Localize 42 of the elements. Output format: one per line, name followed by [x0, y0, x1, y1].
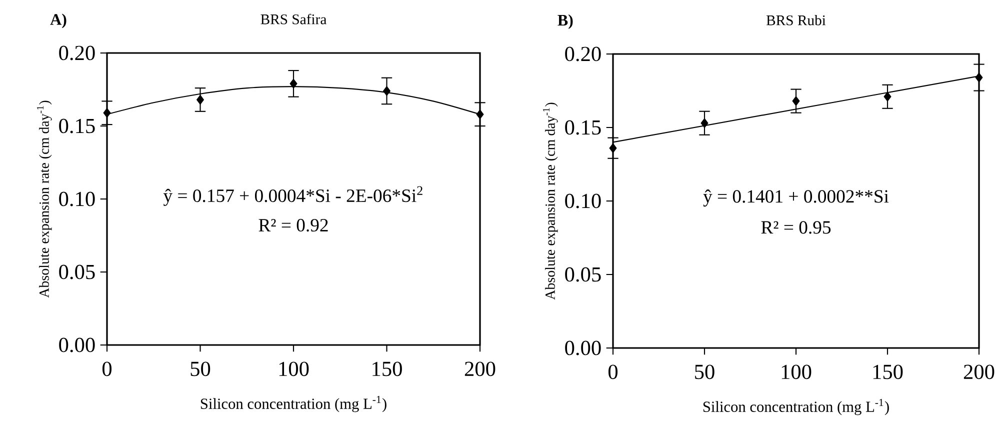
y-axis-title: Absolute expansion rate (cm day$^{-1}$): [37, 100, 52, 298]
x-tick-label: 100: [279, 362, 309, 376]
annotation: ŷ = 0.1401 + 0.0002**Si: [703, 190, 889, 207]
point: [700, 118, 708, 128]
y-tick-label: 0.00: [565, 340, 601, 356]
x-axis-title: Silicon concentration (mg L$^{-1}$): [703, 398, 889, 416]
y-tick-label: 0.05: [565, 267, 601, 282]
point: [975, 72, 983, 82]
x-tick-label: 200: [964, 364, 994, 380]
point: [290, 78, 298, 89]
point: [476, 109, 484, 120]
text: A): [50, 14, 66, 28]
x-tick-label: 200: [464, 362, 496, 376]
x-tick-label: 50: [695, 364, 714, 380]
x-tick-label: 0: [608, 364, 618, 380]
x-tick-label: 150: [372, 362, 402, 376]
chart-title: BRS Rubi: [766, 14, 826, 26]
point: [792, 96, 800, 106]
chart-title: BRS Safira: [260, 14, 327, 24]
y-tick-label: 0.15: [565, 120, 601, 135]
y-tick-label: 0.20: [565, 46, 601, 62]
x-axis-title: Silicon concentration (mg L$^{-1}$): [200, 396, 386, 412]
y-tick-label: 0.00: [59, 338, 95, 352]
x-tick-label: 100: [782, 364, 812, 380]
y-tick-label: 0.15: [59, 118, 95, 134]
text: B): [558, 14, 573, 29]
y-tick-label: 0.10: [565, 194, 601, 208]
point: [103, 108, 111, 118]
annotation: R² = 0.92: [258, 218, 328, 232]
y-tick-label: 0.20: [59, 46, 95, 60]
x-tick-label: 50: [190, 362, 210, 376]
point: [609, 143, 617, 154]
y-axis-title: Absolute expansion rate (cm day$^{-1}$): [543, 102, 558, 300]
point: [382, 86, 391, 96]
point: [884, 92, 892, 102]
annotation: R² = 0.95: [761, 221, 831, 234]
y-tick-label: 0.05: [59, 264, 95, 280]
x-tick-label: 150: [873, 364, 903, 380]
y-tick-label: 0.10: [59, 192, 95, 206]
x-tick-label: 0: [102, 362, 112, 376]
annotation: ŷ = 0.157 + 0.0004*Si - 2E-06*Si$^{2}$: [163, 186, 422, 206]
point: [196, 94, 204, 105]
